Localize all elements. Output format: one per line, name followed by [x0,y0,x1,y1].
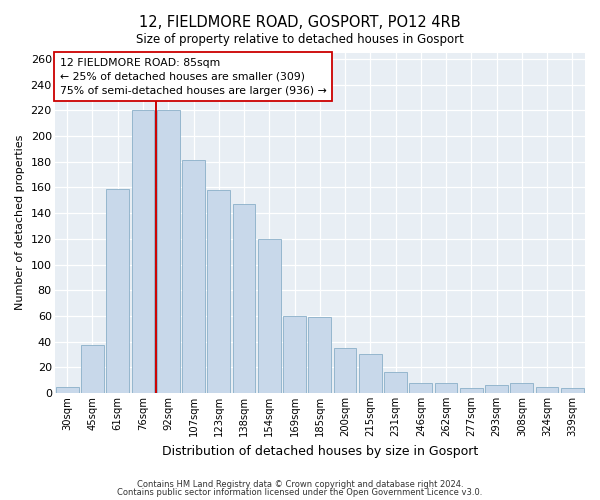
Bar [460,388,483,393]
Text: 12, FIELDMORE ROAD, GOSPORT, PO12 4RB: 12, FIELDMORE ROAD, GOSPORT, PO12 4RB [139,15,461,30]
Bar [233,204,256,393]
Bar [334,348,356,393]
Bar [81,346,104,393]
Bar [435,382,457,393]
Bar [561,388,584,393]
Bar [511,382,533,393]
Text: Size of property relative to detached houses in Gosport: Size of property relative to detached ho… [136,32,464,46]
X-axis label: Distribution of detached houses by size in Gosport: Distribution of detached houses by size … [161,444,478,458]
Bar [536,386,559,393]
Bar [258,239,281,393]
Bar [409,382,432,393]
Bar [208,190,230,393]
Bar [485,386,508,393]
Y-axis label: Number of detached properties: Number of detached properties [15,135,25,310]
Text: Contains public sector information licensed under the Open Government Licence v3: Contains public sector information licen… [118,488,482,497]
Bar [283,316,306,393]
Text: Contains HM Land Registry data © Crown copyright and database right 2024.: Contains HM Land Registry data © Crown c… [137,480,463,489]
Bar [308,317,331,393]
Text: 12 FIELDMORE ROAD: 85sqm
← 25% of detached houses are smaller (309)
75% of semi-: 12 FIELDMORE ROAD: 85sqm ← 25% of detach… [60,58,326,96]
Bar [131,110,154,393]
Bar [106,188,129,393]
Bar [56,386,79,393]
Bar [359,354,382,393]
Bar [157,110,179,393]
Bar [182,160,205,393]
Bar [384,372,407,393]
